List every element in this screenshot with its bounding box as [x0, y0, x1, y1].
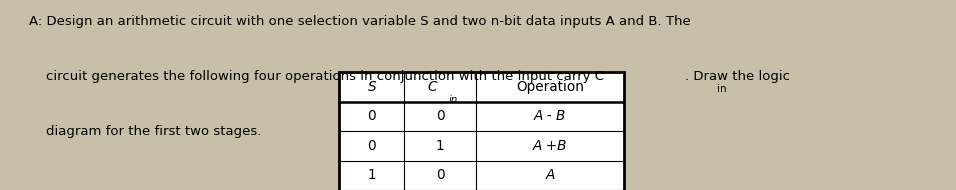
Text: 0: 0 — [436, 109, 445, 123]
Text: C: C — [428, 80, 437, 94]
Text: A: A — [546, 168, 554, 182]
Text: . Draw the logic: . Draw the logic — [684, 70, 790, 83]
Text: S: S — [367, 80, 377, 94]
Text: A - B: A - B — [534, 109, 566, 123]
Text: 1: 1 — [367, 168, 377, 182]
Bar — [339, 72, 624, 190]
Bar — [339, 72, 624, 190]
Text: Operation: Operation — [516, 80, 584, 94]
Text: in: in — [717, 84, 727, 94]
Text: diagram for the first two stages.: diagram for the first two stages. — [29, 125, 261, 138]
Text: in: in — [449, 95, 458, 105]
Text: A +B: A +B — [532, 139, 568, 153]
Text: circuit generates the following four operations in conjunction with the input ca: circuit generates the following four ope… — [29, 70, 603, 83]
Text: 1: 1 — [436, 139, 445, 153]
Text: 0: 0 — [367, 139, 377, 153]
Text: A: Design an arithmetic circuit with one selection variable S and two n-bit data: A: Design an arithmetic circuit with one… — [29, 15, 690, 28]
Text: 0: 0 — [436, 168, 445, 182]
Text: 0: 0 — [367, 109, 377, 123]
